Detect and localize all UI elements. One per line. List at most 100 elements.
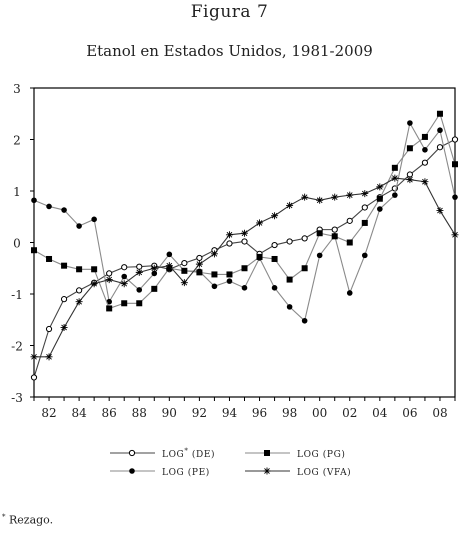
figure-label: Figura 7 — [190, 2, 269, 22]
data-point — [136, 287, 143, 293]
data-point — [121, 264, 128, 271]
data-point — [271, 255, 278, 262]
data-point — [76, 223, 82, 229]
x-tick-label: 04 — [372, 406, 388, 420]
data-point — [181, 260, 188, 267]
y-tick-label: 3 — [13, 82, 21, 96]
data-point — [301, 265, 308, 272]
data-point — [346, 217, 353, 224]
data-point — [195, 260, 203, 268]
data-point — [391, 174, 399, 182]
data-point — [181, 267, 188, 274]
line-chart: -3 -2 -1 0 1 2 3 82 84 86 88 90 92 94 96 98 00 02 04 06 08 L… — [11, 82, 459, 478]
data-point — [91, 266, 98, 273]
data-point — [421, 178, 429, 186]
data-point — [226, 271, 233, 278]
data-point — [391, 164, 398, 171]
y-tick-label: -1 — [11, 288, 23, 302]
data-point — [106, 270, 113, 277]
data-point — [331, 226, 338, 233]
data-point — [256, 219, 264, 227]
data-point — [46, 255, 53, 262]
data-point — [451, 136, 459, 143]
data-point — [361, 190, 369, 198]
data-point — [76, 287, 83, 294]
data-point — [61, 207, 67, 213]
footnote-mark: * — [2, 513, 6, 521]
data-point — [286, 238, 293, 245]
x-tick-label: 06 — [402, 406, 417, 420]
data-point — [46, 203, 52, 210]
legend-marker — [128, 449, 136, 457]
y-tick-label: 1 — [13, 185, 21, 199]
data-point — [241, 229, 248, 237]
data-point — [301, 193, 309, 201]
data-point — [225, 231, 233, 239]
data-point — [151, 285, 158, 292]
x-tick-label: 90 — [162, 406, 177, 420]
data-point — [120, 280, 128, 288]
data-point — [31, 247, 37, 254]
data-point — [136, 300, 143, 307]
data-point — [241, 285, 248, 291]
data-point — [316, 252, 323, 259]
data-point — [121, 273, 128, 280]
data-point — [106, 305, 113, 312]
x-tick-label: 88 — [132, 406, 147, 420]
data-point — [76, 266, 83, 273]
x-tick-label: 84 — [71, 406, 87, 420]
legend-label: LOG (PG) — [297, 449, 345, 460]
data-point — [436, 144, 444, 151]
x-tick-label: 86 — [102, 406, 117, 420]
data-point — [151, 270, 158, 277]
data-point — [422, 147, 428, 153]
data-point — [271, 285, 278, 291]
data-point — [361, 219, 368, 226]
data-point — [75, 298, 83, 306]
data-point — [392, 192, 398, 198]
data-point — [60, 296, 68, 303]
data-point — [210, 250, 218, 258]
data-point — [241, 238, 248, 245]
data-point — [91, 216, 97, 223]
data-point — [31, 197, 37, 204]
data-point — [226, 240, 233, 247]
data-point — [361, 252, 368, 259]
y-tick-label: 0 — [13, 237, 21, 251]
legend-label: LOG* (DE) — [162, 447, 215, 460]
y-tick-label: 2 — [13, 134, 21, 148]
data-point — [376, 195, 383, 202]
data-point — [437, 127, 443, 134]
data-point — [196, 254, 203, 262]
legend-label: LOG (VFA) — [297, 467, 351, 478]
data-point — [211, 283, 218, 290]
data-point — [316, 230, 323, 237]
data-point — [406, 176, 414, 184]
data-point — [346, 191, 354, 199]
data-point — [166, 251, 173, 258]
data-point — [421, 133, 428, 140]
data-point — [105, 276, 113, 284]
data-point — [331, 193, 339, 201]
data-point — [406, 145, 413, 152]
data-point — [286, 304, 293, 310]
data-point — [271, 212, 279, 220]
data-point — [121, 300, 128, 307]
data-point — [150, 264, 158, 272]
data-point — [106, 298, 112, 305]
data-point — [301, 317, 308, 324]
data-point — [376, 183, 384, 191]
y-tick-label: -2 — [11, 340, 23, 354]
x-tick-label: 82 — [41, 406, 56, 420]
x-tick-label: 08 — [432, 406, 447, 420]
legend-marker — [263, 467, 271, 475]
data-point — [346, 239, 353, 246]
data-point — [286, 276, 293, 283]
data-point — [316, 196, 324, 204]
data-point — [361, 204, 368, 211]
data-point — [30, 374, 38, 381]
data-point — [135, 268, 143, 276]
data-point — [271, 241, 278, 249]
x-tick-label: 02 — [342, 406, 357, 420]
x-tick-label: 98 — [282, 406, 297, 420]
